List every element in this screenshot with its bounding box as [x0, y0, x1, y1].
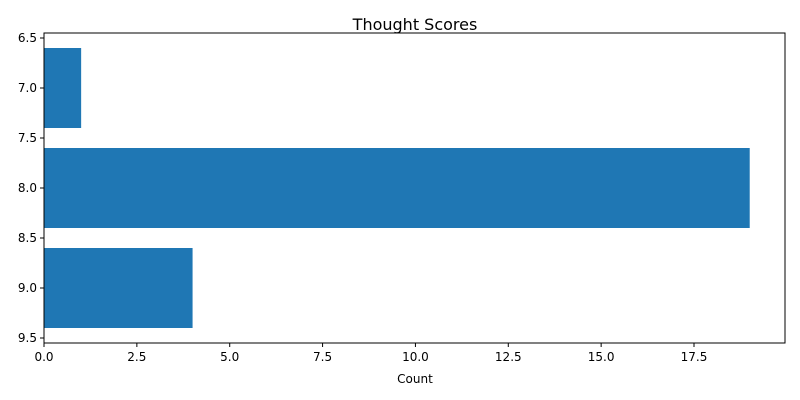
y-tick-label: 8.5: [18, 231, 37, 245]
y-tick-label: 9.5: [18, 331, 37, 345]
x-tick-label: 5.0: [220, 350, 239, 364]
x-tick-label: 7.5: [313, 350, 332, 364]
y-tick-label: 7.5: [18, 131, 37, 145]
y-axis-ticks: 6.5 7.0 7.5 8.0 8.5 9.0 9.5: [18, 31, 44, 345]
y-tick-label: 7.0: [18, 81, 37, 95]
x-axis-ticks: 0.0 2.5 5.0 7.5 10.0 12.5 15.0 17.5: [34, 343, 707, 364]
chart-title: Thought Scores: [352, 15, 478, 34]
y-tick-label: 6.5: [18, 31, 37, 45]
y-tick-label: 8.0: [18, 181, 37, 195]
x-tick-label: 0.0: [34, 350, 53, 364]
bar-9: [44, 248, 193, 328]
x-tick-label: 12.5: [495, 350, 522, 364]
bar-8: [44, 148, 750, 228]
bar-7: [44, 48, 82, 128]
x-tick-label: 17.5: [681, 350, 708, 364]
x-axis-label: Count: [397, 372, 433, 386]
x-tick-label: 10.0: [402, 350, 429, 364]
x-tick-label: 2.5: [127, 350, 146, 364]
x-tick-label: 15.0: [588, 350, 615, 364]
y-tick-label: 9.0: [18, 281, 37, 295]
bars-group: [44, 48, 750, 328]
plot-area-frame: [43, 32, 786, 344]
